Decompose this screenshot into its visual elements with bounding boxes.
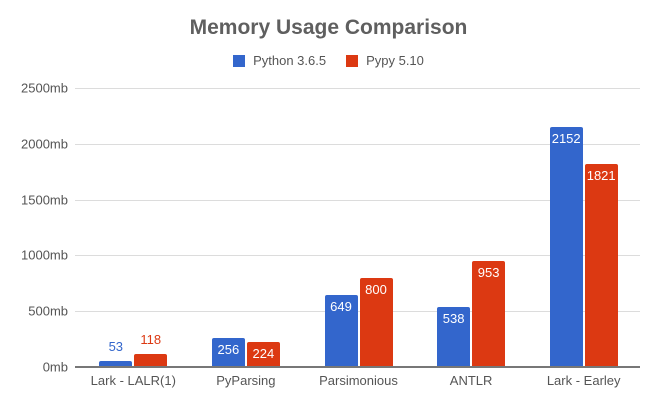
bar[interactable]	[359, 277, 393, 367]
legend-swatch-pypy	[346, 54, 359, 67]
legend: Python 3.6.5 Pypy 5.10	[0, 53, 657, 68]
bar-value-label: 256	[217, 342, 240, 358]
bar-value-label: 224	[252, 346, 275, 361]
bar-value-label: 538	[442, 310, 465, 326]
legend-item-pypy[interactable]: Pypy 5.10	[346, 53, 424, 68]
x-category-label: ANTLR	[449, 373, 493, 388]
bar[interactable]	[472, 260, 506, 367]
legend-label-pypy: Pypy 5.10	[366, 53, 424, 68]
x-axis-line	[75, 366, 640, 368]
legend-item-python[interactable]: Python 3.6.5	[233, 53, 326, 68]
x-category-label: Parsimonious	[319, 373, 398, 388]
y-tick-label: 1500mb	[21, 192, 68, 208]
gridline	[75, 199, 640, 201]
bar-value-label: 118	[140, 331, 162, 347]
bar[interactable]	[324, 294, 358, 367]
bar[interactable]	[246, 342, 280, 367]
x-category-label: Lark - LALR(1)	[90, 373, 176, 388]
y-tick-label: 0mb	[42, 359, 68, 375]
y-tick-label: 2500mb	[21, 80, 68, 96]
gridline	[75, 143, 640, 145]
gridline	[75, 88, 640, 89]
legend-swatch-python	[233, 54, 246, 67]
bar-value-label: 1821	[586, 167, 616, 183]
x-category-label: PyParsing	[216, 373, 276, 388]
bar-value-label: 53	[108, 339, 124, 355]
bar-value-label: 649	[330, 298, 352, 314]
y-tick-label: 1000mb	[21, 247, 68, 263]
chart-title: Memory Usage Comparison	[189, 16, 468, 39]
x-category-label: Lark - Earley	[546, 373, 621, 388]
bar[interactable]	[584, 163, 618, 367]
bar-value-label: 2152	[551, 130, 581, 146]
bar[interactable]	[134, 353, 168, 367]
y-tick-label: 2000mb	[21, 136, 68, 152]
gridline	[75, 311, 640, 313]
bar[interactable]	[549, 126, 583, 367]
y-tick-label: 500mb	[28, 303, 68, 319]
bar[interactable]	[211, 338, 245, 367]
bar-value-label: 800	[365, 281, 387, 297]
bar[interactable]	[99, 361, 133, 367]
gridline	[75, 255, 640, 257]
bar-value-label: 953	[477, 264, 500, 280]
bar[interactable]	[437, 306, 471, 367]
legend-label-python: Python 3.6.5	[253, 53, 327, 68]
